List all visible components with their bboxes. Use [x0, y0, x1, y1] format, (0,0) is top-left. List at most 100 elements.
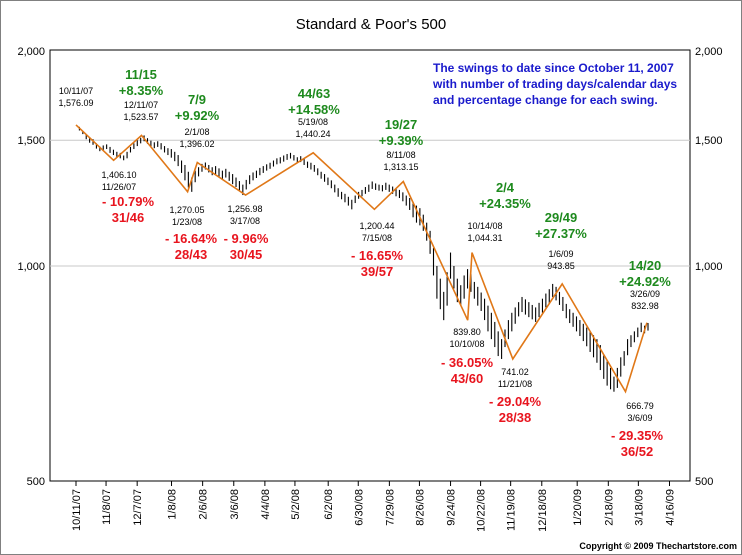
note-line: and percentage change for each swing.	[433, 93, 658, 107]
swing-point-label: 12/11/07 1,523.57	[123, 100, 158, 122]
x-tick-label: 5/2/08	[290, 489, 302, 520]
x-tick-label: 7/29/08	[384, 489, 396, 526]
annotation-line: 2/1/08	[184, 127, 209, 137]
x-tick-label: 4/16/09	[664, 489, 676, 526]
annotation-line: 1/6/09	[548, 249, 573, 259]
annotation-line: 5/19/08	[298, 117, 328, 127]
gain-label: 2/4+24.35%	[479, 180, 531, 211]
y-tick-label-right: 1,000	[695, 261, 723, 273]
gain-label: 44/63+14.58%	[288, 86, 340, 117]
annotation-line: 3/26/09	[630, 289, 660, 299]
swing-point-label: 1/6/09 943.85	[547, 249, 575, 271]
x-tick-label: 3/18/09	[633, 489, 645, 526]
annotation-line: 43/60	[451, 371, 484, 386]
swing-point-label: 666.79 3/6/09	[626, 401, 654, 423]
annotation-line: 7/9	[188, 92, 206, 107]
swing-point-label: 10/14/08 1,044.31	[467, 221, 502, 243]
loss-label: - 36.05%43/60	[441, 355, 493, 386]
swing-point-label: 1,270.05 1/23/08	[169, 205, 204, 227]
annotation-line: +8.35%	[119, 83, 164, 98]
loss-label: - 29.35%36/52	[611, 428, 663, 459]
annotation-line: 29/49	[545, 210, 578, 225]
annotation-line: 2/4	[496, 180, 515, 195]
x-tick-label: 8/26/08	[414, 489, 426, 526]
gain-label: 11/15+8.35%	[119, 67, 164, 98]
annotation-line: 1/23/08	[172, 217, 202, 227]
x-tick-label: 1/20/09	[572, 489, 584, 526]
gain-label: 7/9+9.92%	[175, 92, 220, 123]
copyright-text: Copyright © 2009 Thechartstore.com	[579, 541, 737, 551]
loss-label: - 16.65%39/57	[351, 248, 403, 279]
y-axis-ticks: 2,000 2,000 1,500 1,500 1,000 1,000 500 500	[17, 46, 722, 488]
grid-layer	[50, 139, 690, 267]
annotation-line: - 29.35%	[611, 428, 663, 443]
x-tick-label: 2/6/08	[198, 489, 210, 520]
annotation-line: 1,406.10	[101, 170, 136, 180]
gain-label: 29/49+27.37%	[535, 210, 587, 241]
swing-point-label: 5/19/08 1,440.24	[295, 117, 330, 139]
x-tick-label: 9/24/08	[446, 489, 458, 526]
swing-path	[75, 124, 648, 394]
annotation-line: 1,576.09	[58, 98, 93, 108]
annotation-line: 10/14/08	[467, 221, 502, 231]
annotation-line: 1,313.15	[383, 162, 418, 172]
annotation-line: 1,044.31	[467, 233, 502, 243]
swing-point-label: 10/11/07 1,576.09	[58, 86, 93, 108]
x-tick-label: 4/4/08	[260, 489, 272, 520]
swing-point-label: 1,256.98 3/17/08	[227, 204, 262, 226]
annotation-line: 943.85	[547, 261, 575, 271]
annotation-line: - 10.79%	[102, 194, 154, 209]
x-tick-label: 10/11/07	[71, 489, 83, 531]
chart-note: The swings to date since October 11, 200…	[432, 61, 677, 107]
x-tick-label: 11/8/07	[101, 489, 113, 525]
annotation-line: 1,523.57	[123, 112, 158, 122]
loss-label: - 10.79%31/46	[102, 194, 154, 225]
annotation-line: 1,440.24	[295, 129, 330, 139]
x-tick-label: 6/2/08	[323, 489, 335, 520]
annotation-line: +24.35%	[479, 196, 531, 211]
loss-label: - 9.96%30/45	[224, 231, 269, 262]
annotation-line: 14/20	[629, 258, 662, 273]
annotation-line: 666.79	[626, 401, 654, 411]
annotation-line: +14.58%	[288, 102, 340, 117]
gain-label: 19/27+9.39%	[379, 117, 424, 148]
x-tick-label: 12/18/08	[537, 489, 549, 532]
annotation-line: - 29.04%	[489, 394, 541, 409]
annotation-line: +9.92%	[175, 108, 220, 123]
swing-point-label: 1,406.10 11/26/07	[101, 170, 136, 192]
annotation-line: 10/10/08	[449, 339, 484, 349]
annotation-line: +24.92%	[619, 274, 671, 289]
annotations: 10/11/07 1,576.09 11/15+8.35% 12/11/07 1,523…	[58, 67, 671, 459]
annotation-line: 11/15	[125, 67, 157, 82]
loss-label: - 29.04%28/38	[489, 394, 541, 425]
annotation-line: 3/17/08	[230, 216, 260, 226]
x-tick-label: 2/18/09	[603, 489, 615, 526]
y-tick-label-left: 500	[27, 476, 45, 488]
annotation-line: 7/15/08	[362, 233, 392, 243]
annotation-line: 832.98	[631, 301, 659, 311]
swing-point-label: 3/26/09 832.98	[630, 289, 660, 311]
annotation-line: 11/21/08	[498, 379, 532, 389]
annotation-line: 36/52	[621, 444, 654, 459]
annotation-line: 19/27	[385, 117, 418, 132]
annotation-line: 28/38	[499, 410, 532, 425]
y-tick-label-right: 2,000	[695, 46, 723, 58]
annotation-line: 741.02	[501, 367, 529, 377]
annotation-line: 3/6/09	[627, 413, 652, 423]
swing-point-label: 8/11/08 1,313.15	[383, 150, 418, 172]
x-tick-label: 1/8/08	[167, 489, 179, 520]
annotation-line: - 16.65%	[351, 248, 403, 263]
x-axis-ticks: 10/11/07 11/8/07 12/7/07 1/8/08 2/6/08 3/6/08…	[71, 481, 676, 532]
y-tick-label-left: 1,000	[17, 261, 45, 273]
annotation-line: 44/63	[298, 86, 331, 101]
x-tick-label: 6/30/08	[353, 489, 365, 526]
annotation-line: 1,200.44	[359, 221, 394, 231]
annotation-line: 1,256.98	[227, 204, 262, 214]
x-tick-label: 3/6/08	[229, 489, 241, 520]
annotation-line: +27.37%	[535, 226, 587, 241]
annotation-line: 31/46	[112, 210, 145, 225]
annotation-line: 1,396.02	[179, 139, 214, 149]
price-bars	[78, 126, 649, 392]
